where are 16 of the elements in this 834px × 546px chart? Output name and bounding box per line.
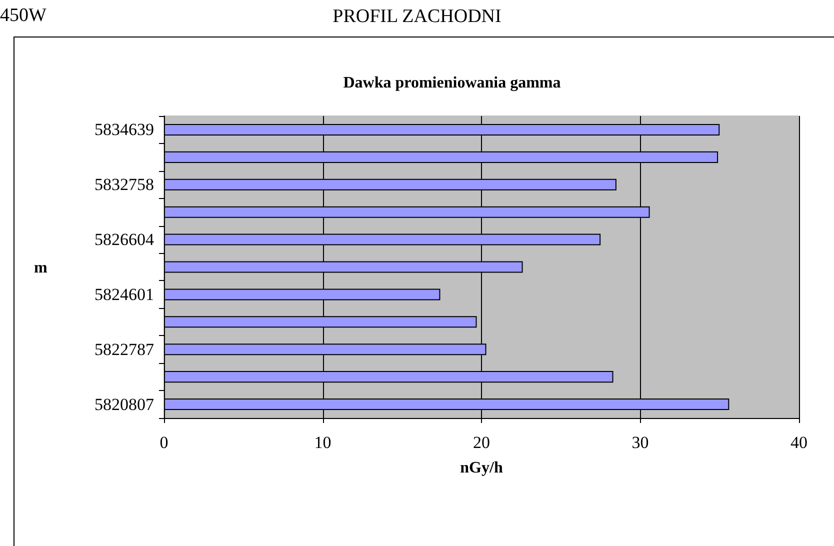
chart-subtitle: Dawka promieniowania gamma [343,74,561,92]
text: 450W [0,5,46,26]
chart-title: PROFIL ZACHODNI [332,6,502,27]
y-tick-label: 5826604 [94,230,154,250]
y-tick-label: 5834639 [94,120,154,140]
x-axis-title: nGy/h [460,460,503,476]
x-tick-label: 20 [473,433,490,452]
x-tick-label: 0 [160,433,168,452]
y-tick-label: 5820807 [94,394,154,414]
x-tick-label: 30 [632,433,649,452]
x-tick-label: 40 [790,433,808,452]
y-tick-label: 5832758 [94,175,154,194]
x-tick-label: 10 [314,433,332,452]
y-tick-label: 5824601 [94,284,154,304]
y-tick-label: 5822787 [94,340,154,359]
y-axis-title: m [34,260,48,276]
